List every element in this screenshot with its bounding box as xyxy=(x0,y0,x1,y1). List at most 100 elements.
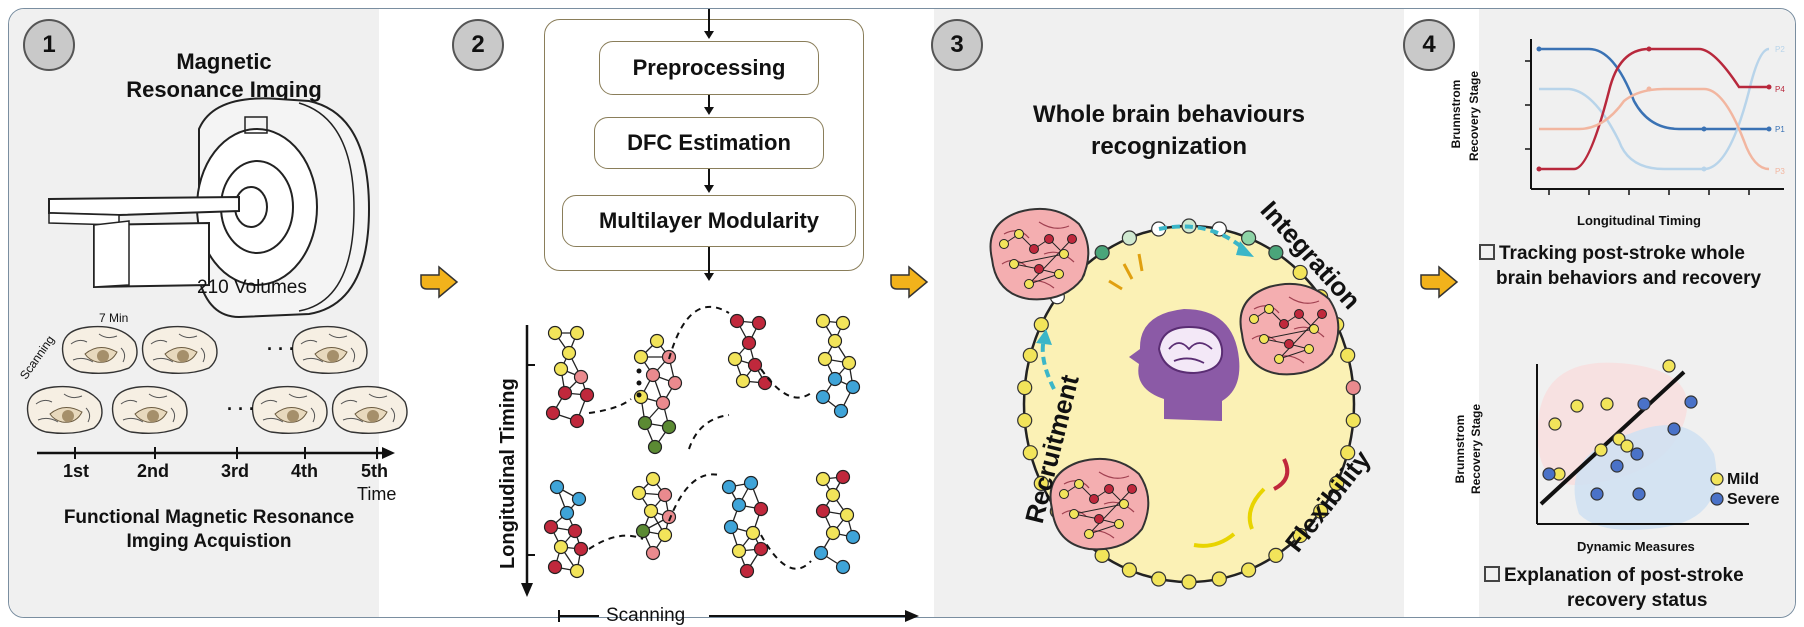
recovery-trajectory-chart: P2 P4 P1 P3 xyxy=(1525,39,1785,195)
network-node xyxy=(631,485,647,501)
brain-node xyxy=(1089,494,1099,504)
network-node xyxy=(649,333,665,349)
network-node xyxy=(553,539,569,555)
trajectory-point xyxy=(1701,126,1707,132)
network-node xyxy=(817,351,833,367)
legend-severe-marker xyxy=(1710,492,1724,506)
ellipsis-lower: · · · xyxy=(227,399,255,419)
recovery-status-scatter xyxy=(1536,359,1749,530)
integration-arrow xyxy=(1158,224,1246,251)
network-node xyxy=(547,325,563,341)
top-chart-ylabel-line-2: Recovery Stage xyxy=(1467,70,1481,162)
timeline-label-3rd: 3rd xyxy=(221,461,250,481)
network-node xyxy=(815,313,831,329)
brain-node xyxy=(1279,319,1289,329)
integration-arrowhead xyxy=(1236,241,1254,257)
severe-point xyxy=(1637,397,1651,411)
network-layer xyxy=(633,333,683,455)
network-node xyxy=(747,357,763,373)
checkbox-icon xyxy=(1479,244,1495,260)
network-node xyxy=(561,345,577,361)
network-node xyxy=(729,313,745,329)
dynamic-network-layers xyxy=(543,305,861,579)
network-node xyxy=(845,379,861,395)
network-node xyxy=(743,475,759,491)
brain-slice-icon xyxy=(291,325,368,375)
severe-point xyxy=(1610,459,1624,473)
network-node xyxy=(827,371,843,387)
brain-node xyxy=(1059,489,1069,499)
network-node xyxy=(569,413,585,429)
brain-node xyxy=(1249,314,1259,324)
brain-node xyxy=(1317,309,1327,319)
ring-node xyxy=(1033,475,1049,491)
network-node xyxy=(569,325,585,341)
network-node xyxy=(545,405,561,421)
network-layer xyxy=(727,313,773,391)
ring-node xyxy=(1268,245,1284,261)
brain-node xyxy=(1294,309,1304,319)
network-node xyxy=(845,529,861,545)
fmri-brain-sequence xyxy=(26,325,408,435)
network-node xyxy=(835,469,851,485)
network-node xyxy=(661,509,677,525)
temporal-link xyxy=(668,473,720,522)
flexibility-arrow-yellow xyxy=(1247,487,1266,530)
behaviour-title-line-1: Whole brain behaviours xyxy=(1032,101,1306,128)
brain-node xyxy=(1119,499,1129,509)
network-node xyxy=(815,503,831,519)
duration-label: 7 Min xyxy=(99,311,129,325)
brain-node xyxy=(1059,249,1069,259)
ring-node xyxy=(1121,230,1137,246)
brain-slice-icon xyxy=(26,385,103,435)
legend-mild-label: Mild xyxy=(1727,471,1759,488)
mild-point xyxy=(1662,359,1676,373)
network-node xyxy=(645,367,661,383)
network-layer xyxy=(543,479,589,579)
step-1-badge: 1 xyxy=(23,19,75,71)
mri-title-line-2: Resonance Imging xyxy=(126,77,322,102)
network-node xyxy=(727,351,743,367)
ring-node xyxy=(1151,571,1167,587)
ring-node xyxy=(1033,317,1049,333)
network-layer xyxy=(631,471,677,561)
severe-region xyxy=(1574,425,1717,530)
network-node xyxy=(815,389,831,405)
temporal-link xyxy=(760,368,812,399)
series-label: P4 xyxy=(1775,85,1785,94)
network-node xyxy=(579,387,595,403)
network-node xyxy=(543,519,559,535)
step-4-badge: 4 xyxy=(1403,19,1455,71)
arrow-1-to-2 xyxy=(420,265,459,299)
brain-node xyxy=(1074,479,1084,489)
multilayer-modularity-box: Multilayer Modularity xyxy=(562,195,856,247)
ellipsis-dot xyxy=(636,392,642,398)
brain-node xyxy=(1054,269,1064,279)
fmri-caption-line-2: Imging Acquistion xyxy=(126,531,292,552)
ring-node xyxy=(1022,347,1038,363)
ring-node xyxy=(1241,562,1257,578)
brain-node xyxy=(1084,529,1094,539)
volumes-label: 210 Volumes xyxy=(197,277,307,298)
mild-point xyxy=(1620,439,1634,453)
brain-node xyxy=(1094,514,1104,524)
network-node xyxy=(637,415,653,431)
network-node xyxy=(645,471,661,487)
time-axis-label: Time xyxy=(357,484,397,504)
fmri-caption-line-1: Functional Magnetic Resonance xyxy=(63,507,355,528)
dfc-estimation-box: DFC Estimation xyxy=(594,117,824,169)
explanation-caption-line-1: Explanation of post-stroke xyxy=(1484,565,1744,587)
network-node xyxy=(813,545,829,561)
ellipsis-dot xyxy=(636,368,642,374)
network-node xyxy=(825,525,841,541)
tracking-caption-text-1: Tracking post-stroke whole xyxy=(1499,243,1745,264)
explanation-caption-text-1: Explanation of post-stroke xyxy=(1504,565,1744,586)
network-node xyxy=(633,349,649,365)
brain-node xyxy=(1104,484,1114,494)
network-node xyxy=(815,471,831,487)
ring-node xyxy=(1121,562,1137,578)
network-node xyxy=(645,545,661,561)
ring-node xyxy=(1017,379,1033,396)
scanning-axis xyxy=(558,610,919,622)
whole-brain-ring-diagram xyxy=(989,207,1361,590)
